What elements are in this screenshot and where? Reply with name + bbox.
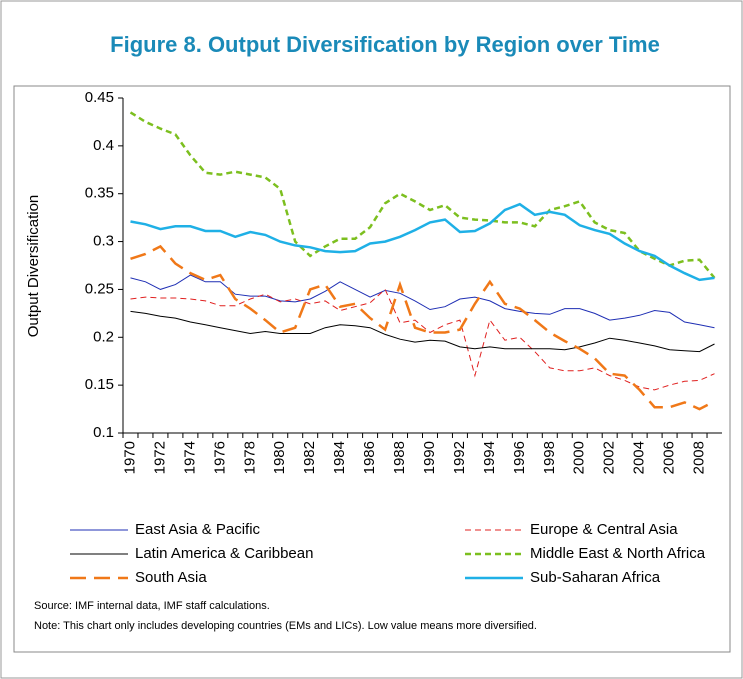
series-line [130, 288, 715, 391]
x-tick-label: 1996 [511, 441, 528, 474]
legend-label: Latin America & Caribbean [135, 545, 313, 562]
x-tick-label: 1998 [541, 441, 558, 474]
y-tick-label: 0.4 [93, 137, 114, 154]
x-tick-label: 1980 [271, 441, 288, 474]
x-tick-label: 2002 [601, 441, 618, 474]
note: Note: This chart only includes developin… [34, 620, 537, 632]
x-tick-label: 1970 [121, 441, 138, 474]
y-tick-label: 0.3 [93, 233, 114, 250]
x-tick-label: 1986 [361, 441, 378, 474]
series-line [129, 111, 716, 279]
x-tick-label: 1984 [331, 441, 348, 474]
chart-box [13, 85, 731, 653]
x-tick-label: 1976 [211, 441, 228, 474]
series-line [130, 202, 715, 282]
y-tick-label: 0.45 [85, 89, 114, 106]
legend-label: East Asia & Pacific [135, 521, 261, 538]
x-tick-label: 1988 [391, 441, 408, 474]
y-tick-label: 0.25 [85, 280, 114, 297]
x-tick-label: 1992 [451, 441, 468, 474]
x-tick-label: 1994 [481, 441, 498, 474]
x-tick-label: 2006 [661, 441, 678, 474]
series-line [130, 310, 715, 353]
source: Source: IMF internal data, IMF staff cal… [34, 600, 270, 612]
y-tick-label: 0.2 [93, 328, 114, 345]
x-tick-label: 1982 [301, 441, 318, 474]
y-tick-label: 0.1 [93, 424, 114, 441]
x-tick-label: 2000 [571, 441, 588, 474]
series-line [130, 244, 716, 411]
y-tick-label: 0.15 [85, 376, 114, 393]
legend-label: Middle East & North Africa [530, 545, 706, 562]
legend-label: South Asia [135, 569, 207, 586]
x-tick-label: 1990 [421, 441, 438, 474]
y-tick-label: 0.35 [85, 185, 114, 202]
x-tick-label: 1978 [241, 441, 258, 474]
x-tick-label: 1972 [151, 441, 168, 474]
x-tick-label: 1974 [181, 441, 198, 474]
y-axis-label: Output Diversification [25, 195, 42, 338]
x-tick-label: 2004 [631, 441, 648, 474]
chart-title: Figure 8. Output Diversification by Regi… [110, 32, 660, 57]
x-tick-label: 2008 [691, 441, 708, 474]
legend-label: Sub-Saharan Africa [530, 569, 661, 586]
legend-label: Europe & Central Asia [530, 521, 678, 538]
